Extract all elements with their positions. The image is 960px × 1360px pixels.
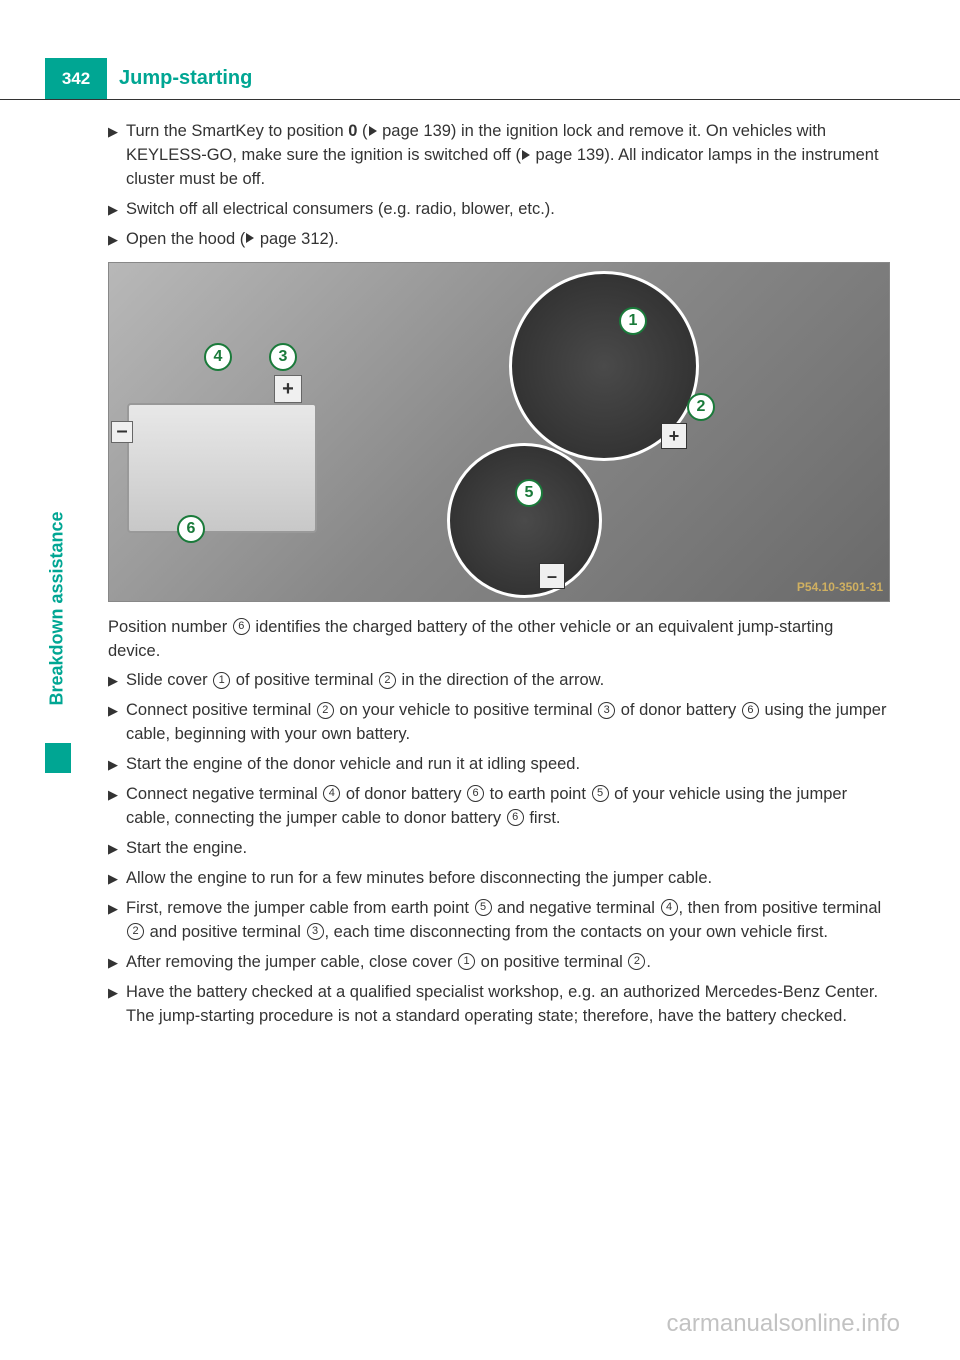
figure-inset-plus: + [661, 423, 687, 449]
page-ref-icon [522, 150, 530, 160]
instruction-step: ▶Have the battery checked at a qualified… [108, 981, 890, 1029]
watermark: carmanualsonline.info [667, 1310, 900, 1338]
ref-2: 2 [127, 923, 144, 940]
ref-2: 2 [317, 702, 334, 719]
instruction-step: ▶Connect positive terminal 2 on your veh… [108, 699, 890, 747]
step-text: Connect positive terminal 2 on your vehi… [126, 699, 890, 747]
ref-2: 2 [379, 672, 396, 689]
content-body: ▶Turn the SmartKey to position 0 ( page … [108, 100, 890, 1028]
caption-pre: Position number [108, 618, 232, 636]
figure-inset [447, 443, 602, 598]
figure-callout-1: 1 [619, 307, 647, 335]
figure-battery-minus: – [111, 421, 133, 443]
instruction-step: ▶After removing the jumper cable, close … [108, 951, 890, 975]
ref-2: 2 [628, 953, 645, 970]
step-bullet-icon: ▶ [108, 669, 126, 693]
instruction-step: ▶Start the engine of the donor vehicle a… [108, 753, 890, 777]
step-text: First, remove the jumper cable from eart… [126, 897, 890, 945]
page-ref-icon [246, 233, 254, 243]
figure-callout-2: 2 [687, 393, 715, 421]
ref-3: 3 [598, 702, 615, 719]
manual-page: 342 Jump-starting Breakdown assistance ▶… [0, 58, 960, 1360]
figure-donor-battery [127, 403, 317, 533]
step-text: Switch off all electrical consumers (e.g… [126, 198, 890, 222]
ref-4: 4 [661, 899, 678, 916]
ref-5: 5 [592, 785, 609, 802]
figure-callout-3: 3 [269, 343, 297, 371]
figure-battery-plus: + [274, 375, 302, 403]
ref-4: 4 [323, 785, 340, 802]
step-text: Turn the SmartKey to position 0 ( page 1… [126, 120, 890, 192]
side-tab-block [45, 743, 71, 773]
instruction-step: ▶Open the hood ( page 312). [108, 228, 890, 252]
ref-6: 6 [742, 702, 759, 719]
ref-6: 6 [507, 809, 524, 826]
instruction-step: ▶Slide cover 1 of positive terminal 2 in… [108, 669, 890, 693]
ref-6: 6 [467, 785, 484, 802]
instruction-step: ▶Switch off all electrical consumers (e.… [108, 198, 890, 222]
step-bullet-icon: ▶ [108, 867, 126, 891]
step-bullet-icon: ▶ [108, 198, 126, 222]
instruction-step: ▶Start the engine. [108, 837, 890, 861]
step-text: Start the engine of the donor vehicle an… [126, 753, 890, 777]
figure-callout-4: 4 [204, 343, 232, 371]
step-bullet-icon: ▶ [108, 783, 126, 831]
instruction-step: ▶Connect negative terminal 4 of donor ba… [108, 783, 890, 831]
step-text: Have the battery checked at a qualified … [126, 981, 890, 1029]
figure-caption: Position number 6 identifies the charged… [108, 616, 890, 664]
ref-5: 5 [475, 899, 492, 916]
ref-1: 1 [458, 953, 475, 970]
step-bullet-icon: ▶ [108, 897, 126, 945]
side-tab: Breakdown assistance [45, 488, 75, 773]
step-bullet-icon: ▶ [108, 228, 126, 252]
step-text: Start the engine. [126, 837, 890, 861]
page-number: 342 [45, 58, 107, 99]
figure-callout-6: 6 [177, 515, 205, 543]
instruction-step: ▶First, remove the jumper cable from ear… [108, 897, 890, 945]
step-bullet-icon: ▶ [108, 753, 126, 777]
ref-6: 6 [233, 618, 250, 635]
step-bullet-icon: ▶ [108, 120, 126, 192]
step-bullet-icon: ▶ [108, 951, 126, 975]
ref-3: 3 [307, 923, 324, 940]
step-text: Connect negative terminal 4 of donor bat… [126, 783, 890, 831]
figure-callout-5: 5 [515, 479, 543, 507]
step-text: After removing the jumper cable, close c… [126, 951, 890, 975]
ref-1: 1 [213, 672, 230, 689]
instruction-step: ▶Allow the engine to run for a few minut… [108, 867, 890, 891]
figure-code: P54.10-3501-31 [797, 579, 883, 596]
page-ref-icon [369, 126, 377, 136]
step-bullet-icon: ▶ [108, 837, 126, 861]
step-text: Open the hood ( page 312). [126, 228, 890, 252]
step-bullet-icon: ▶ [108, 699, 126, 747]
page-title: Jump-starting [107, 58, 252, 99]
side-tab-label: Breakdown assistance [47, 469, 68, 749]
figure-inset-minus: – [539, 563, 565, 589]
instruction-step: ▶Turn the SmartKey to position 0 ( page … [108, 120, 890, 192]
step-text: Slide cover 1 of positive terminal 2 in … [126, 669, 890, 693]
step-text: Allow the engine to run for a few minute… [126, 867, 890, 891]
jump-start-figure: + – + – 4 3 6 1 2 5 P54.10-3501-31 [108, 262, 890, 602]
step-bullet-icon: ▶ [108, 981, 126, 1029]
page-header: 342 Jump-starting [0, 58, 960, 100]
